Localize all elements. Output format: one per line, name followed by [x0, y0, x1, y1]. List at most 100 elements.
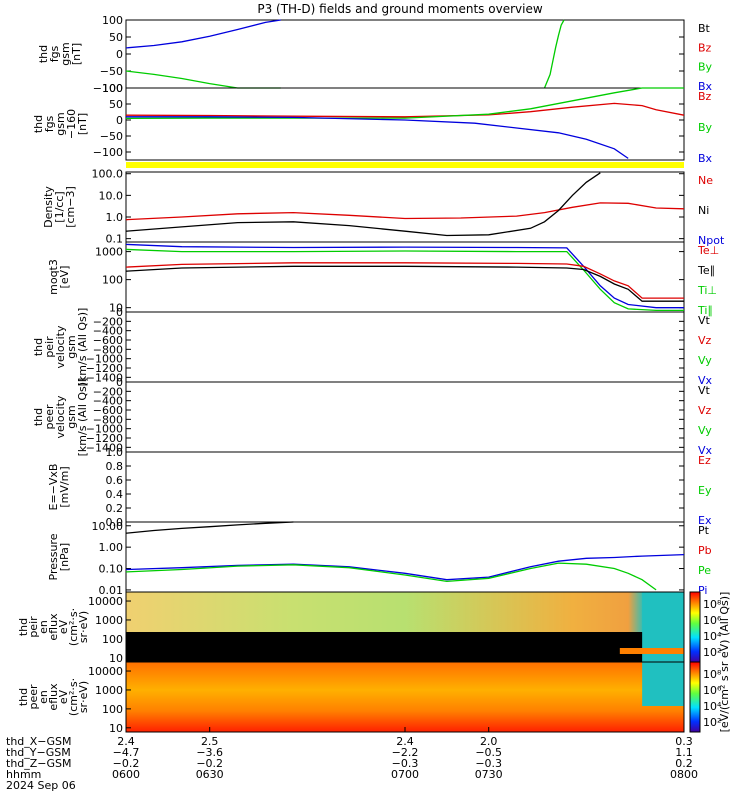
- legend-Ti⊥: Ti⊥: [697, 284, 717, 297]
- y-tick-label: 0.6: [106, 474, 124, 487]
- y-axis-label-line: peir: [43, 336, 56, 358]
- y-tick-label: 0: [116, 114, 123, 127]
- y-axis-label-line: gsm: [65, 405, 78, 428]
- y-axis-label-line: E=−VxB: [47, 464, 60, 511]
- legend-Vz: Vz: [698, 404, 712, 417]
- y-axis-label-line: eflux: [47, 613, 60, 641]
- x-tick-label: 2.0: [480, 735, 498, 748]
- y-tick-label: 10000: [88, 665, 123, 678]
- y-tick-label: −400: [93, 395, 123, 408]
- figure-title: P3 (TH-D) fields and ground moments over…: [257, 2, 542, 16]
- y-tick-label: 1.0: [106, 211, 124, 224]
- y-tick-label: −600: [93, 334, 123, 347]
- x-tick-label: 2.5: [201, 735, 219, 748]
- y-tick-label: 100: [102, 274, 123, 287]
- y-axis-label-line: peer: [43, 404, 56, 430]
- y-tick-label: 1.0: [106, 446, 124, 459]
- y-tick-label: −200: [93, 315, 123, 328]
- legend-Bx: Bx: [698, 152, 713, 165]
- series-Bx: [126, 116, 629, 159]
- x-row-label: thd_Y−GSM: [6, 746, 71, 759]
- series-By: [543, 19, 565, 89]
- y-axis-label-line: en: [37, 690, 50, 704]
- y-tick-label: −1400: [86, 441, 123, 454]
- x-tick-label: −0.2: [196, 757, 223, 770]
- y-tick-label: 0: [116, 48, 123, 61]
- panel-density: 100.0 10.0 1.0 0.1 Density[1/cc][cm−3] Ne Ni Np…: [42, 168, 725, 247]
- y-axis-label-line: (cm²·s·: [67, 678, 80, 716]
- y-axis-label: Pressure[nPa]: [47, 533, 71, 580]
- y-tick-label: −200: [93, 385, 123, 398]
- electron-flux: [126, 662, 684, 732]
- y-axis-label-line: [nPa]: [58, 543, 71, 571]
- y-tick-label: 10: [109, 652, 123, 665]
- x-tick-label: −0.3: [392, 757, 419, 770]
- series-By: [125, 70, 281, 89]
- y-tick-label: −1000: [86, 353, 123, 366]
- y-tick-label: −1400: [86, 371, 123, 384]
- series-Te⊥: [125, 262, 684, 299]
- legend-Vz: Vz: [698, 334, 712, 347]
- y-tick-label: 0: [116, 306, 123, 319]
- y-axis-label-line: Density: [42, 186, 55, 228]
- series-By: [125, 87, 684, 120]
- legend-Te⊥: Te⊥: [697, 244, 719, 257]
- y-axis-label-line: eV: [57, 619, 70, 634]
- x-tick-label: −4.7: [113, 746, 140, 759]
- panel-frame: [125, 19, 685, 89]
- x-tick-label: 0800: [670, 768, 698, 781]
- y-tick-label: −100: [93, 146, 123, 159]
- x-tick-label: 2.4: [396, 735, 414, 748]
- legend-Pi: Pi: [698, 584, 707, 597]
- legend-Vy: Vy: [698, 354, 712, 367]
- panel-frame: [125, 521, 685, 593]
- colorbar-tick: 10²: [703, 716, 721, 729]
- y-tick-label: 0.8: [106, 460, 124, 473]
- x-row-label: hhmm: [6, 768, 41, 781]
- x-tick-label: −0.3: [475, 757, 502, 770]
- y-axis-label-line: [nT]: [70, 43, 83, 65]
- legend-By: By: [698, 61, 713, 74]
- y-axis-label-line: thd: [17, 618, 30, 636]
- x-tick-label: −0.5: [475, 746, 502, 759]
- panel-fgs: 100 50 0 −50 −100 thdfgsgsm[nT] Bt Bz By Bx: [37, 14, 713, 95]
- y-axis-label-line: velocity: [54, 325, 67, 368]
- spectrogram-peer_eflux: 10000 1000 100 10 thdpeerenefluxeV(cm²·s·sr·…: [17, 661, 685, 735]
- panel-temperature: 1000 100 10 moqt3[eV] Te⊥ Te∥ Ti⊥ Ti∥: [47, 241, 719, 317]
- y-tick-label: 10.0: [99, 189, 124, 202]
- y-axis-label-line: [cm−3]: [64, 186, 77, 228]
- legend-Vt: Vt: [698, 314, 711, 327]
- y-axis-label: thdpeervelocitygsm[km/s (All Qs)]: [32, 378, 89, 457]
- y-axis-label: thdfgsgsm−160[nT]: [32, 109, 89, 139]
- y-tick-label: −1200: [86, 362, 123, 375]
- y-tick-label: 100: [102, 633, 123, 646]
- y-axis-label-line: sr·eV): [77, 611, 90, 643]
- y-tick-label: −50: [100, 130, 123, 143]
- panel-efield: 1.00.80.60.40.20.0 E=−VxB[mV/m] Ez Ey Ex: [47, 446, 712, 529]
- legend-Te∥: Te∥: [697, 264, 715, 277]
- y-axis-label: E=−VxB[mV/m]: [47, 464, 71, 511]
- electron-flux-late: [642, 662, 684, 706]
- colorbar-tick: 10⁸: [703, 598, 722, 611]
- legend-Ne: Ne: [698, 174, 713, 187]
- panel-fgs_lo: 100 50 0 −50 −100 thdfgsgsm−160[nT] Bz By Bx: [32, 82, 713, 165]
- legend-Ni: Ni: [698, 204, 709, 217]
- y-axis-label-line: peir: [27, 616, 40, 638]
- colorbar-strip: [689, 661, 701, 733]
- y-tick-label: 1000: [95, 614, 123, 627]
- y-axis-label-line: [mV/m]: [58, 466, 71, 507]
- colorbar-strip: [689, 591, 701, 663]
- y-axis-label: thdfgsgsm[nT]: [37, 42, 83, 65]
- panel-frame: [125, 451, 685, 523]
- y-axis-label: thdpeirvelocitygsm[km/s (All Qs)]: [32, 308, 89, 387]
- line-panels: 100500−50−100thdfgsgsm[nT]BtBzByBx100500…: [32, 14, 725, 597]
- series-Pe: [125, 562, 657, 591]
- legend-Bt: Bt: [698, 22, 711, 35]
- y-axis-label: thdpeirenefluxeV(cm²·s·sr·eV): [17, 608, 90, 646]
- y-axis-label-line: moqt3: [47, 259, 60, 295]
- y-tick-label: −1000: [86, 423, 123, 436]
- series-Ti∥: [125, 248, 684, 312]
- legend-Npot: Npot: [698, 234, 725, 247]
- y-tick-label: 50: [109, 98, 123, 111]
- y-axis-label-line: velocity: [54, 395, 67, 438]
